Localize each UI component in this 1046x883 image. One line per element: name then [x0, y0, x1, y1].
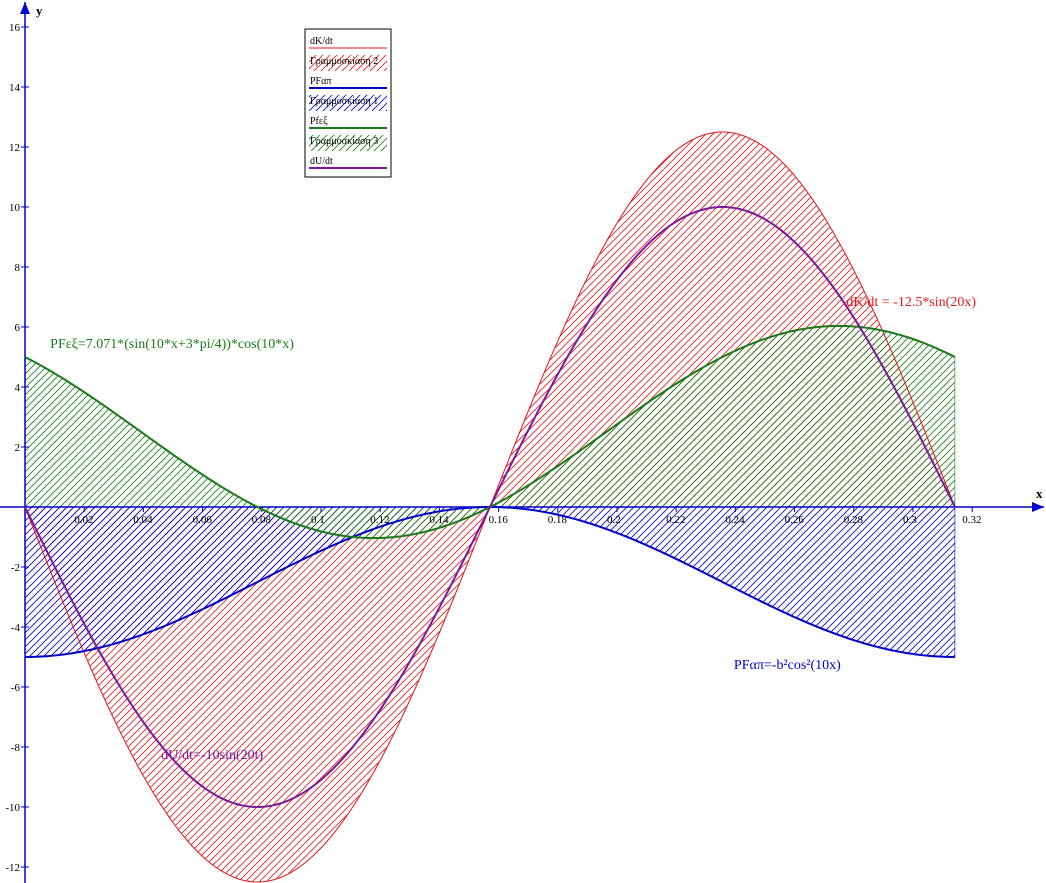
y-tick-label: 12	[9, 142, 20, 154]
legend-swatch	[309, 55, 387, 71]
annotations: dK/dt = -12.5*sin(20x) PFεξ=7.071*(sin(10…	[50, 295, 976, 763]
annotation-3: dU/dt=-10sin(20t)	[161, 748, 263, 763]
y-tick-label: 8	[15, 262, 21, 274]
annotation-2: PFαπ=-b²cos²(10x)	[734, 658, 841, 673]
y-tick-label: 6	[15, 322, 21, 334]
x-tick-label: 0.06	[193, 514, 213, 526]
legend-label: Γραμμοσκίαση 1	[310, 96, 378, 107]
annotation-0: dK/dt = -12.5*sin(20x)	[846, 295, 976, 310]
legend-swatch	[309, 135, 387, 151]
x-tick-label: 0.32	[962, 514, 981, 526]
y-tick-label: -12	[5, 862, 20, 874]
y-tick-label: 14	[9, 82, 21, 94]
x-tick-label: 0.26	[785, 514, 805, 526]
x-tick-label: 0.12	[370, 514, 389, 526]
y-tick-label: 10	[9, 202, 21, 214]
legend: dK/dt Γραμμοσκίαση 2 PFαπ Γραμμοσκίαση 1 Pfε…	[304, 28, 392, 178]
legend-label: Pfεξ	[310, 116, 328, 127]
y-axis-arrow	[20, 2, 30, 14]
x-tick-label: 0.28	[844, 514, 864, 526]
y-tick-label: -6	[11, 682, 21, 694]
y-axis-label: y	[36, 3, 43, 18]
x-tick-label: 0.18	[548, 514, 568, 526]
x-tick-label: 0.3	[903, 514, 917, 526]
series-lines	[24, 131, 956, 883]
y-tick-label: 4	[15, 382, 21, 394]
legend-label: Γραμμοσκίαση 3	[310, 136, 378, 147]
y-tick-label: -2	[11, 562, 20, 574]
legend-label: dU/dt	[310, 156, 333, 167]
x-tick-label: 0.1	[311, 514, 325, 526]
x-tick-label: 0.04	[133, 514, 153, 526]
x-tick-label: 0.22	[666, 514, 685, 526]
y-tick-label: 2	[15, 442, 21, 454]
x-axis-label: x	[1036, 486, 1043, 501]
y-tick-label: -10	[5, 802, 20, 814]
y-tick-label: -4	[11, 622, 21, 634]
x-tick-label: 0.16	[489, 514, 509, 526]
x-tick-label: 0.2	[607, 514, 621, 526]
legend-label: Γραμμοσκίαση 2	[310, 56, 378, 67]
legend-swatch	[309, 95, 387, 111]
x-tick-label: 0.24	[725, 514, 745, 526]
y-tick-label: 16	[9, 22, 21, 34]
y-tick-label: -8	[11, 742, 21, 754]
series-line-3	[24, 205, 956, 809]
x-tick-label: 0.14	[429, 514, 449, 526]
legend-label: dK/dt	[310, 36, 333, 47]
x-tick-label: 0.08	[252, 514, 272, 526]
x-axis-arrow	[1032, 502, 1044, 512]
annotation-1: PFεξ=7.071*(sin(10*x+3*pi/4))*cos(10*x)	[50, 337, 294, 352]
x-tick-label: 0.02	[74, 514, 93, 526]
legend-label: PFαπ	[310, 76, 331, 87]
